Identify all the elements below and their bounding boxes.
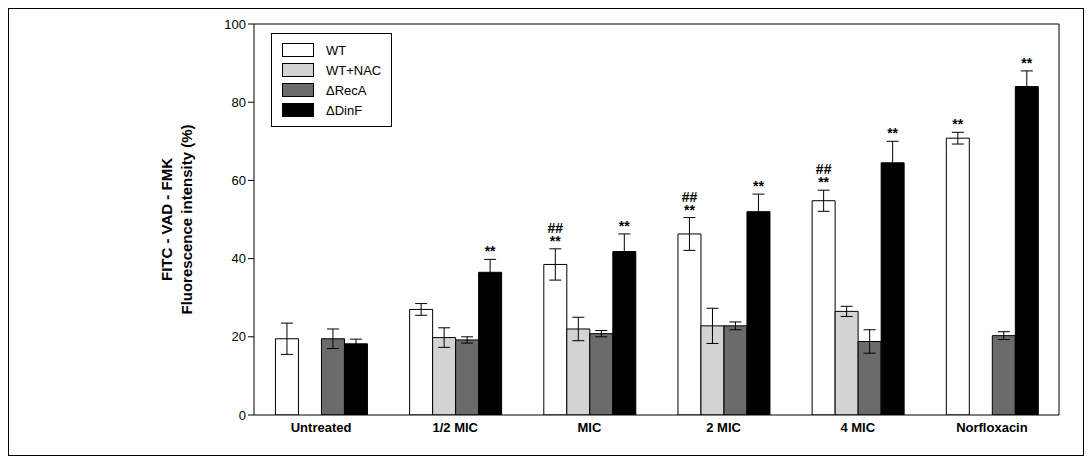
svg-text:**: ** bbox=[887, 125, 898, 141]
html-text:ΔDinF: ΔDinF bbox=[326, 102, 363, 118]
svg-text:Untreated: Untreated bbox=[291, 420, 352, 435]
svg-text:80: 80 bbox=[232, 95, 246, 110]
svg-text:**: ** bbox=[619, 218, 630, 234]
svg-text:2 MIC: 2 MIC bbox=[706, 420, 741, 435]
svg-text:20: 20 bbox=[232, 329, 246, 344]
svg-text:##: ## bbox=[816, 161, 832, 177]
svg-text:**: ** bbox=[952, 116, 963, 132]
svg-text:##: ## bbox=[548, 220, 564, 236]
svg-text:**: ** bbox=[753, 178, 764, 194]
svg-text:Fluorescence intensity (%): Fluorescence intensity (%) bbox=[178, 124, 195, 314]
svg-text:Norfloxacin: Norfloxacin bbox=[956, 420, 1028, 435]
svg-text:4 MIC: 4 MIC bbox=[840, 420, 875, 435]
svg-text:0: 0 bbox=[239, 408, 246, 423]
svg-text:**: ** bbox=[1021, 55, 1032, 71]
html-text:WT+NAC: WT+NAC bbox=[326, 62, 382, 78]
svg-text:**: ** bbox=[485, 243, 496, 259]
html-text:ΔRecA: ΔRecA bbox=[326, 82, 367, 98]
html-text:WT: WT bbox=[326, 42, 347, 58]
svg-text:60: 60 bbox=[232, 173, 246, 188]
svg-text:100: 100 bbox=[224, 17, 246, 32]
svg-text:MIC: MIC bbox=[577, 420, 601, 435]
svg-text:40: 40 bbox=[232, 251, 246, 266]
svg-text:##: ## bbox=[682, 189, 698, 205]
svg-text:FITC - VAD - FMK: FITC - VAD - FMK bbox=[158, 158, 175, 281]
svg-text:1/2 MIC: 1/2 MIC bbox=[432, 420, 478, 435]
